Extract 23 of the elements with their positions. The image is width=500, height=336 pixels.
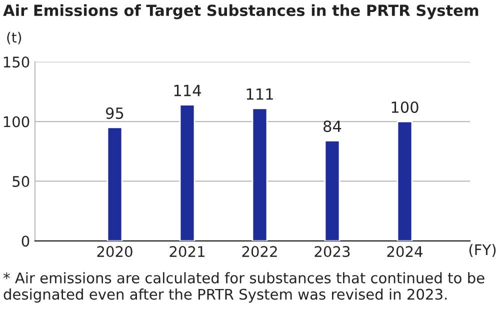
x-tick-label: 2023 bbox=[314, 246, 350, 258]
bar bbox=[106, 126, 123, 241]
x-tick-label: 2021 bbox=[170, 246, 204, 258]
data-label: 84 bbox=[324, 120, 342, 132]
data-label: 111 bbox=[246, 88, 273, 100]
data-label: 95 bbox=[106, 107, 124, 119]
x-tick-label: 2024 bbox=[387, 246, 422, 258]
chart-title: Air Emissions of Target Substances in the PRTR System bbox=[3, 4, 478, 20]
y-tick-label: 50 bbox=[12, 176, 30, 187]
y-axis-title: (t) bbox=[7, 32, 22, 44]
x-axis-title: (FY) bbox=[469, 244, 496, 257]
y-tick-label: 150 bbox=[4, 56, 30, 68]
bar bbox=[324, 140, 340, 241]
x-tick-label: 2022 bbox=[242, 246, 277, 258]
y-tick-label: 0 bbox=[22, 236, 30, 247]
bar bbox=[396, 120, 413, 241]
text: * Air emissions are calculated for substances that continued to be designated even after the PRTR System was revised in 2023. bbox=[3, 272, 484, 303]
bar bbox=[179, 104, 196, 241]
bar bbox=[252, 108, 268, 241]
data-label: 114 bbox=[174, 84, 201, 96]
data-label: 100 bbox=[392, 101, 418, 114]
x-tick-label: 2020 bbox=[97, 246, 132, 258]
y-tick-label: 100 bbox=[4, 116, 30, 128]
